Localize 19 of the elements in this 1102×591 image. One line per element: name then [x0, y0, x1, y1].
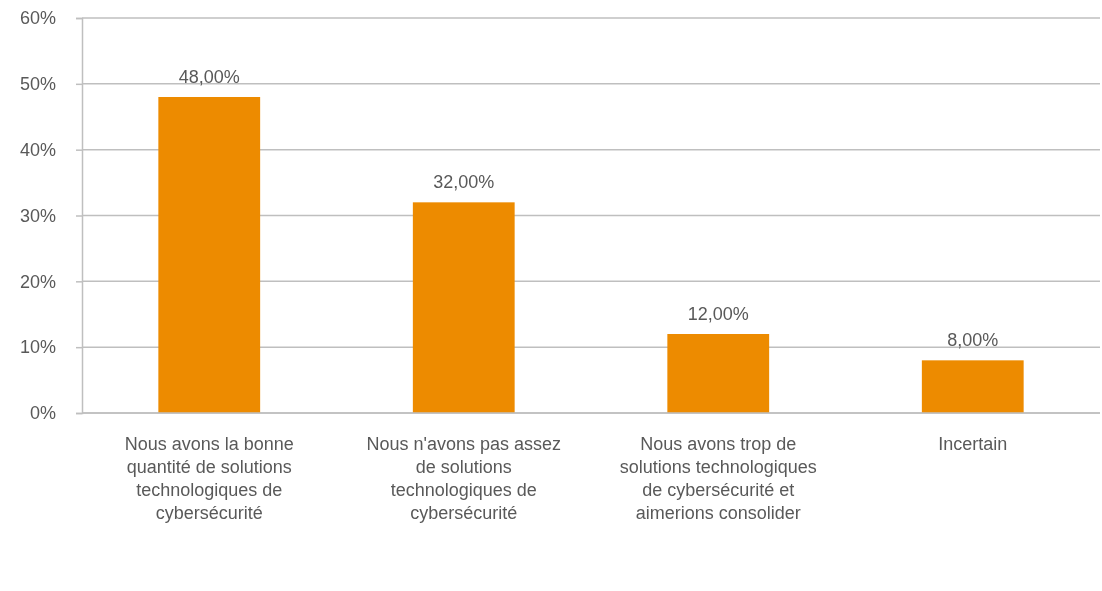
- bar: [158, 97, 261, 413]
- y-tick-label: 20%: [19, 271, 56, 292]
- bar: [412, 202, 515, 413]
- y-tick-label: 10%: [19, 337, 56, 358]
- y-tick-label: 60%: [19, 8, 56, 29]
- data-label: 32,00%: [433, 172, 495, 193]
- x-tick-label: Nous avons la bonne quantité de solutions technologiques de cybersécurité: [124, 434, 294, 523]
- data-label: 8,00%: [947, 330, 999, 351]
- y-tick-label: 30%: [19, 205, 56, 226]
- y-tick-label: 0%: [29, 403, 56, 424]
- x-tick-label: Incertain: [938, 434, 1008, 454]
- x-tick-label: Nous avons trop de solutions technologiques de cybersécurité et aimerions consolider: [619, 434, 817, 523]
- y-tick-label: 50%: [19, 74, 56, 95]
- data-label: 12,00%: [687, 304, 749, 324]
- x-tick-label: Nous n'avons pas assez de solutions technologiques de cybersécurité: [366, 434, 562, 523]
- y-tick-label: 40%: [19, 139, 56, 160]
- bar: [921, 360, 1024, 413]
- bar: [667, 334, 770, 413]
- data-label: 48,00%: [178, 67, 240, 87]
